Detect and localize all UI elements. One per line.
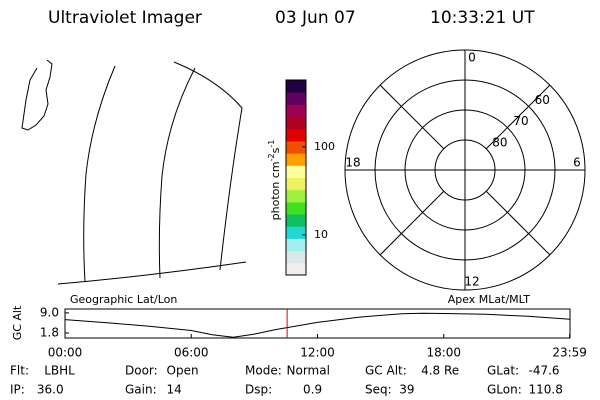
field-label: Gain: (125, 383, 157, 397)
mlt-label: 12 (464, 275, 479, 289)
timeline-right-label: Apex MLat/MLT (448, 293, 531, 306)
color-step (286, 128, 306, 142)
time: 10:33:21 UT (430, 8, 535, 28)
field-label: GC Alt: (365, 364, 407, 378)
color-step (286, 104, 306, 118)
field-value: Open (167, 364, 199, 378)
field-value: 110.8 (529, 383, 563, 397)
colorbar-tick-label: 100 (314, 140, 335, 153)
color-step (286, 250, 306, 264)
y-tick-label: 1.8 (40, 325, 59, 339)
instrument: Ultraviolet Imager (48, 8, 202, 28)
unit: s (269, 147, 282, 153)
lat-ring (374, 79, 556, 261)
spoke (485, 190, 551, 256)
color-step (286, 189, 306, 203)
color-step (286, 214, 306, 227)
lat-label: 70 (513, 114, 528, 128)
color-step (286, 116, 306, 130)
gc-alt-line (64, 312, 571, 338)
field-label: IP: (10, 383, 25, 397)
field-value: 14 (167, 383, 182, 397)
field-value: 0.9 (303, 383, 322, 397)
parallel (57, 261, 247, 285)
x-tick-label: 23:59 (552, 346, 587, 360)
date: 03 Jun 07 (275, 8, 356, 28)
field-label: GLon: (487, 383, 522, 397)
color-step (286, 153, 306, 166)
x-tick-label: 00:00 (48, 346, 83, 360)
field-value: 4.8 Re (421, 364, 459, 378)
mlt-label: 6 (573, 156, 581, 170)
field-value: 36.0 (37, 383, 64, 397)
field-label: Seq: (365, 383, 392, 397)
mlt-label: 0 (468, 51, 476, 65)
colorbar-tick-label: 10 (314, 228, 328, 241)
colorbar: 10 100 (285, 79, 335, 276)
lat-ring (434, 139, 496, 201)
coastline (21, 59, 53, 131)
mlt-label: 18 (345, 156, 360, 170)
spoke (485, 84, 551, 150)
color-step (286, 140, 306, 154)
color-step (286, 80, 306, 93)
unit: photon cm (269, 161, 282, 220)
field-value: Normal (287, 364, 330, 378)
x-tick-label: 06:00 (174, 346, 209, 360)
timeline-left-label: Geographic Lat/Lon (70, 293, 177, 306)
field-label: Flt: (10, 364, 29, 378)
color-step (286, 238, 306, 252)
meridian (83, 65, 116, 283)
exponent: -2 (267, 153, 276, 161)
geo-map (21, 59, 247, 285)
timeline-frame (64, 308, 571, 339)
footer: Flt: LBHL Door: Open Mode: Normal GC Alt: 4.8 R… (10, 364, 563, 397)
field-value: -47.6 (529, 364, 560, 378)
field-value: LBHL (44, 364, 75, 378)
field-label: Dsp: (245, 383, 272, 397)
field-value: 39 (399, 383, 414, 397)
meridian (158, 67, 196, 279)
x-tick-label: 18:00 (426, 346, 461, 360)
color-step (286, 262, 306, 276)
spoke (379, 190, 445, 256)
y-tick-label: 9.0 (40, 305, 59, 319)
colorbar-label: photon cm-2s-1 (267, 140, 283, 221)
timeline: 9.0 1.8 00:00 06:00 12:00 18:00 23:59 (40, 305, 587, 359)
colorbar-frame (285, 79, 307, 276)
field-label: Door: (125, 364, 158, 378)
color-step (286, 177, 306, 191)
timeline-ylabel: GC Alt (11, 305, 24, 340)
color-step (286, 201, 306, 215)
lat-label: 80 (492, 135, 507, 149)
meridian (173, 61, 243, 271)
color-step (286, 165, 306, 178)
x-tick-label: 12:00 (300, 346, 335, 360)
color-step (286, 92, 306, 105)
color-step (286, 226, 306, 239)
polar-grid: 60 70 80 0 6 12 18 (344, 49, 586, 291)
field-label: GLat: (487, 364, 519, 378)
field-label: Mode: (245, 364, 282, 378)
exponent: -1 (267, 140, 276, 148)
lat-label: 60 (535, 93, 550, 107)
spoke (379, 84, 445, 150)
lat-ring (404, 109, 526, 231)
